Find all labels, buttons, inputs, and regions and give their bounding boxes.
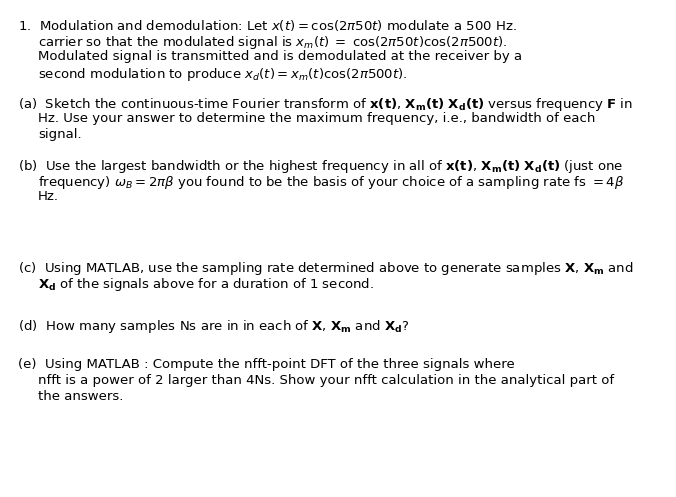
Text: carrier so that the modulated signal is $x_m(t) \;=\; \cos(2\pi50t)\cos(2\pi500t: carrier so that the modulated signal is … <box>38 34 508 51</box>
Text: (d)  How many samples Ns are in in each of $\mathbf{X}$, $\mathbf{X_m}$ and $\ma: (d) How many samples Ns are in in each o… <box>18 318 410 335</box>
Text: (c)  Using MATLAB, use the sampling rate determined above to generate samples $\: (c) Using MATLAB, use the sampling rate … <box>18 260 633 277</box>
Text: frequency) $\omega_B = 2\pi\beta$ you found to be the basis of your choice of a : frequency) $\omega_B = 2\pi\beta$ you fo… <box>38 174 625 191</box>
Text: nfft is a power of 2 larger than 4Ns. Show your nfft calculation in the analytic: nfft is a power of 2 larger than 4Ns. Sh… <box>38 374 614 387</box>
Text: (b)  Use the largest bandwidth or the highest frequency in all of $\mathbf{x(t)}: (b) Use the largest bandwidth or the hig… <box>18 158 623 175</box>
Text: the answers.: the answers. <box>38 390 124 403</box>
Text: signal.: signal. <box>38 128 82 141</box>
Text: 1.  Modulation and demodulation: Let $x(t) = \cos(2\pi50t)$ modulate a 500 Hz.: 1. Modulation and demodulation: Let $x(t… <box>18 18 516 33</box>
Text: second modulation to produce $x_d(t) = x_m(t)\cos(2\pi500t)$.: second modulation to produce $x_d(t) = x… <box>38 66 408 83</box>
Text: $\mathbf{X_d}$ of the signals above for a duration of 1 second.: $\mathbf{X_d}$ of the signals above for … <box>38 276 374 293</box>
Text: (e)  Using MATLAB : Compute the nfft-point DFT of the three signals where: (e) Using MATLAB : Compute the nfft-poin… <box>18 358 514 371</box>
Text: Hz. Use your answer to determine the maximum frequency, i.e., bandwidth of each: Hz. Use your answer to determine the max… <box>38 112 596 125</box>
Text: Modulated signal is transmitted and is demodulated at the receiver by a: Modulated signal is transmitted and is d… <box>38 50 522 63</box>
Text: Hz.: Hz. <box>38 190 59 203</box>
Text: (a)  Sketch the continuous-time Fourier transform of $\mathbf{x(t)}$, $\mathbf{X: (a) Sketch the continuous-time Fourier t… <box>18 96 633 113</box>
